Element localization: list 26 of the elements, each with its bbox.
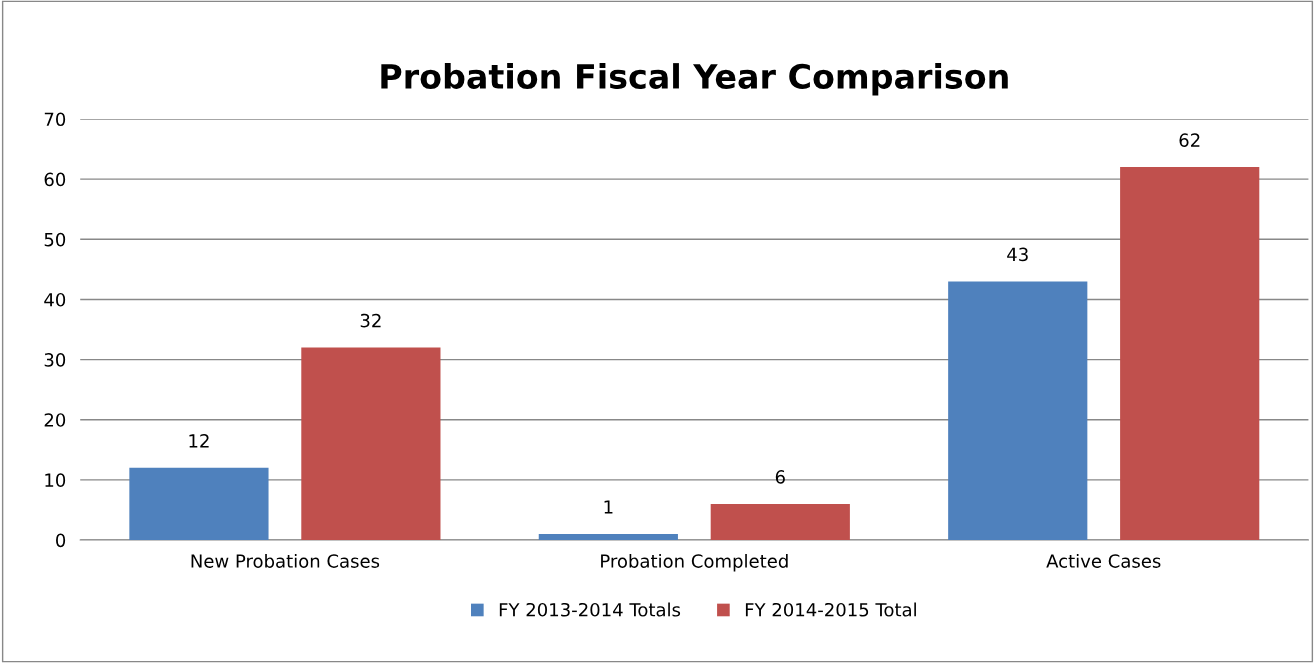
data-label: 62 [1179,133,1200,147]
y-tick-label: 50 [44,232,66,247]
data-label: 43 [1007,247,1028,262]
y-tick-label: 60 [44,172,66,187]
bar [1120,167,1260,541]
y-tick-label: 0 [56,533,66,548]
bar [538,534,678,541]
y-tick-label: 40 [44,292,66,307]
x-tick-label: Probation Completed [601,553,788,572]
y-tick-label: 20 [44,413,66,427]
data-label: 12 [189,434,209,448]
bar [948,281,1088,541]
y-tick-label: 70 [44,112,66,127]
bar [710,503,850,541]
y-tick-label: 10 [45,473,66,487]
chart-title: Probation Fiscal Year Comparison [381,63,1008,96]
y-tick-label: 30 [44,353,66,367]
x-tick-label: Active Cases [1046,553,1161,568]
x-tick-label: New Probation Cases [191,553,380,568]
legend-label: FY 2013-2014 Totals [499,602,681,617]
data-label: 32 [360,313,381,328]
bar [301,347,441,541]
legend-label: FY 2014-2015 Total [745,602,916,617]
data-label: 1 [604,500,613,514]
bar [129,467,269,541]
data-label: 6 [775,470,785,484]
